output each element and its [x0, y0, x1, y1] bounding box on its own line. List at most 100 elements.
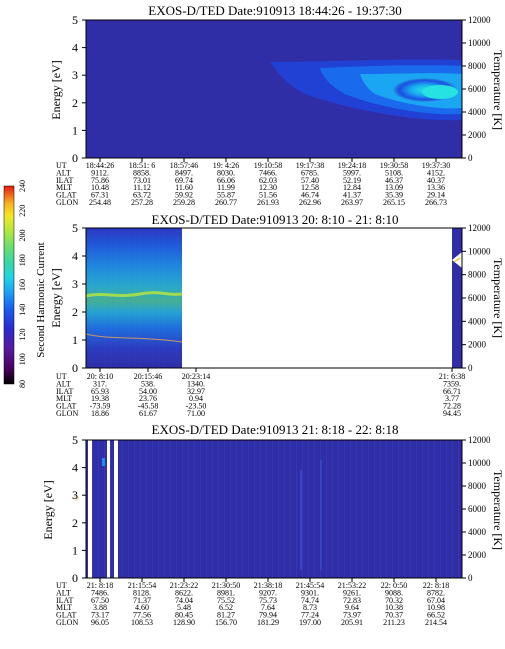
panel-3-ephemeris-value: 8782.	[427, 588, 445, 597]
colorbar-tick-label: 240	[18, 180, 27, 192]
panel-1-ephemeris-value: 51.56	[259, 191, 277, 200]
panel-3-ephemeris-value: 21:23:22	[170, 581, 198, 590]
panel-1-ephemeris-value: 254.48	[89, 198, 111, 207]
panel-2-ephemeris-value: 65.93	[91, 387, 109, 396]
panel-2-ytick-label: 5	[72, 221, 78, 235]
panel-3-ytick-label: 3	[72, 488, 78, 502]
panel-1-ephemeris-value: 73.01	[133, 176, 151, 185]
panel-1-ephemeris-value: 69.74	[175, 176, 193, 185]
panel-3-ephemeris-value: 75.73	[259, 596, 277, 605]
panel-3-ephemeris-value: 21:30:50	[212, 581, 240, 590]
panel-1-ephemeris-value: 19:10:58	[254, 161, 282, 170]
panel-3-ephemeris-value: 77.56	[133, 611, 151, 620]
panel-3-ephemeris-value: 67.04	[427, 596, 445, 605]
panel-3-y2tick-label: 0	[468, 573, 473, 583]
panel-3-ephemeris-value: 9.64	[345, 603, 359, 612]
panel-1-ephemeris-value: 265.15	[383, 198, 405, 207]
panel-1-y2tick-label: 10000	[468, 38, 491, 48]
panel-2-ephemeris-value: 20: 8:10	[87, 372, 113, 381]
panel-3-y2tick-label: 2000	[468, 550, 487, 560]
panel-2-ephemeris-label: ILAT	[56, 387, 73, 396]
panel-3-ephemeris-value: 81.27	[217, 611, 235, 620]
panel-1-ephemeris-value: 55.87	[217, 191, 235, 200]
panel-1-ephemeris-value: 13.36	[427, 183, 445, 192]
panel-2-ephemeris-value: 54.00	[139, 387, 157, 396]
panel-1-ytick-label: 3	[72, 68, 78, 82]
panel-1-ephemeris-value: 259.28	[173, 198, 195, 207]
panel-1-ephemeris-value: 52.19	[343, 176, 361, 185]
colorbar-label: Second Harmonic Current	[35, 242, 47, 357]
panel-1-ephemeris-label: GLON	[56, 198, 78, 207]
panel-3-ephemeris-value: 8128.	[133, 588, 151, 597]
panel-1-ephemeris-label: ILAT	[56, 176, 73, 185]
panel-1-ephemeris-value: 19:37:30	[422, 161, 450, 170]
panel-1-ephemeris-value: 5997.	[343, 168, 361, 177]
panel-2-ephemeris-value: 18.86	[91, 409, 109, 418]
panel-1-y2tick-label: 6000	[468, 84, 487, 94]
panel-1-ephemeris-value: 8858.	[133, 168, 151, 177]
panel-2-ephemeris-label: UT	[56, 372, 67, 381]
panel-2-y2tick-label: 0	[468, 363, 473, 373]
panel-1-ephemeris-value: 13.09	[385, 183, 403, 192]
panel-1-ephemeris-value: 41.37	[343, 191, 361, 200]
panel-2-ytick-label: 1	[72, 333, 78, 347]
panel-3-ephemeris-value: 7486.	[91, 588, 109, 597]
panel-3-ephemeris-value: 9301.	[301, 588, 319, 597]
panel-1-ephemeris-value: 7466.	[259, 168, 277, 177]
panel-3-ephemeris-value: 21:53:22	[338, 581, 366, 590]
panel-1-ephemeris-value: 18:44:26	[86, 161, 114, 170]
panel-2-ytick-label: 3	[72, 277, 78, 291]
panel-1-ephemeris-value: 9112.	[91, 168, 109, 177]
panel-1-ephemeris-value: 12.58	[301, 183, 319, 192]
panel-3-ephemeris-value: 75.52	[217, 596, 235, 605]
panel-2-y2tick-label: 8000	[468, 270, 487, 280]
panel-3-ephemeris-value: 8.73	[303, 603, 317, 612]
panel-3-ephemeris-value: 5.48	[177, 603, 191, 612]
panel-2-ytick-label: 2	[72, 305, 78, 319]
panel-1-ephemeris-value: 59.92	[175, 191, 193, 200]
panel-3-ephemeris-value: 74.74	[301, 596, 319, 605]
panel-3-ephemeris-value: 71.37	[133, 596, 151, 605]
panel-1-ephemeris-label: ALT	[56, 168, 71, 177]
panel-2-ephemeris-label: GLAT	[56, 402, 77, 411]
panel-3-y2tick-label: 12000	[468, 435, 491, 445]
panel-2-ytick-label: 0	[72, 361, 78, 375]
panel-1-ephemeris-value: 62.03	[259, 176, 277, 185]
panel-3-ephemeris-value: 128.90	[173, 618, 195, 627]
panel-1-ephemeris-label: GLAT	[56, 191, 77, 200]
panel-1-ephemeris-value: 66.06	[217, 176, 235, 185]
panel-3-ephemeris-value: 79.94	[259, 611, 277, 620]
colorbar-tick-label: 80	[18, 380, 27, 388]
panel-2-ephemeris-value: 7359.	[443, 379, 461, 388]
panel-2-ephemeris-value: 20:15:46	[134, 372, 162, 381]
panel-3-ephemeris-value: 70.37	[385, 611, 403, 620]
panel-2-ephemeris-value: 94.45	[443, 409, 461, 418]
panel-3-ephemeris-value: 156.70	[215, 618, 237, 627]
panel-3-ephemeris-value: 22: 8:18	[423, 581, 449, 590]
panel-3-ephemeris-value: 21:45:54	[296, 581, 324, 590]
colorbar: Second Harmonic Current 240 220 200 180 160 1…	[3, 180, 47, 388]
panel-3-ephemeris-value: 3.88	[93, 603, 107, 612]
panel-1-ephemeris-value: 8497.	[175, 168, 193, 177]
panel-3-ephemeris-value: 66.52	[427, 611, 445, 620]
panel-2-ephemeris-value: 21: 6:38	[439, 372, 465, 381]
panel-1-y2tick-label: 2000	[468, 130, 487, 140]
panel-3-ephemeris-value: 108.53	[131, 618, 153, 627]
panel-3-y2tick-label: 10000	[468, 458, 491, 468]
panel-1-ylabel: Energy [eV]	[49, 60, 63, 119]
panel-1-ephemeris-value: 4152.	[427, 168, 445, 177]
panel-2-ephemeris-value: 19.38	[91, 394, 109, 403]
panel-1-ephemeris-value: 11.99	[217, 183, 235, 192]
panel-1-ephemeris-value: 6785.	[301, 168, 319, 177]
panel-2-ephemeris-value: 61.67	[139, 409, 157, 418]
panel-3-ytick-label: 2	[72, 516, 78, 530]
panel-1-ephemeris-value: 10.48	[91, 183, 109, 192]
panel-3-ephemeris-value: 67.50	[91, 596, 109, 605]
panel-2-data-segment	[85, 228, 462, 368]
panel-2-ytick-label: 4	[72, 249, 78, 263]
colorbar-tick-label: 140	[18, 304, 27, 316]
panel-3-ephemeris-value: 96.05	[91, 618, 109, 627]
panel-1-ephemeris-value: 67.31	[91, 191, 109, 200]
panel-2-y2tick-label: 6000	[468, 293, 487, 303]
